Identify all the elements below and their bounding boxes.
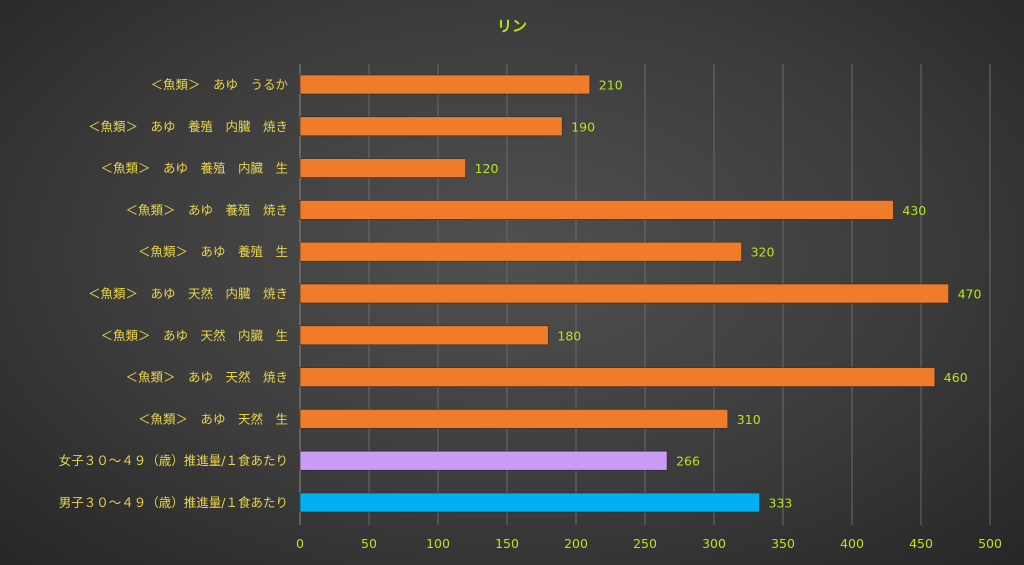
x-tick-label: 100 <box>426 536 450 551</box>
x-axis-ticks: 0 50 100 150 200 250 300 350 400 450 500 <box>296 536 1002 551</box>
data-label: 470 <box>958 287 982 302</box>
x-tick-label: 200 <box>564 536 588 551</box>
data-label: 190 <box>571 119 595 134</box>
data-label: 120 <box>475 161 499 176</box>
x-tick-label: 450 <box>909 536 933 551</box>
x-tick-label: 500 <box>978 536 1002 551</box>
category-label: ＜魚類＞ あゆ 養殖 焼き <box>125 202 288 217</box>
category-label: ＜魚類＞ あゆ うるか <box>150 77 288 92</box>
bar <box>299 74 591 95</box>
bar <box>299 158 466 178</box>
bar <box>299 492 760 513</box>
bar <box>299 116 563 137</box>
x-tick-label: 0 <box>296 536 304 551</box>
x-tick-label: 400 <box>840 536 864 551</box>
category-label: ＜魚類＞ あゆ 天然 内臓 焼き <box>88 286 288 301</box>
x-tick-label: 350 <box>771 536 795 551</box>
data-label: 320 <box>751 245 775 260</box>
category-label: ＜魚類＞ あゆ 養殖 内臓 生 <box>100 161 288 176</box>
bar <box>299 450 668 471</box>
bar <box>299 200 894 220</box>
bar <box>299 325 549 346</box>
data-label: 180 <box>557 328 581 343</box>
data-labels: 210 190 120 430 320 470 180 460 310 266 333 <box>475 78 982 511</box>
x-tick-label: 250 <box>633 536 657 551</box>
category-label: 男子３０～４９（歳）推進量/１食あたり <box>59 495 288 510</box>
bar <box>299 367 936 387</box>
x-tick-label: 150 <box>495 536 519 551</box>
bars <box>299 74 949 513</box>
category-label: ＜魚類＞ あゆ 養殖 生 <box>138 244 288 259</box>
data-label: 266 <box>676 454 700 469</box>
category-label: ＜魚類＞ あゆ 養殖 内臓 焼き <box>88 119 288 134</box>
chart-title: リン <box>497 17 527 35</box>
bar <box>299 241 742 262</box>
category-label: ＜魚類＞ あゆ 天然 内臓 生 <box>100 328 288 343</box>
data-label: 210 <box>599 78 623 93</box>
category-label: ＜魚類＞ あゆ 天然 生 <box>138 411 288 426</box>
x-tick-label: 50 <box>361 536 377 551</box>
category-labels: ＜魚類＞ あゆ うるか ＜魚類＞ あゆ 養殖 内臓 焼き ＜魚類＞ あゆ 養殖 内臓… <box>59 77 289 510</box>
x-tick-label: 300 <box>702 536 726 551</box>
data-label: 460 <box>944 370 968 385</box>
category-label: ＜魚類＞ あゆ 天然 焼き <box>125 370 288 385</box>
bar <box>299 283 949 304</box>
data-label: 310 <box>737 412 761 427</box>
data-label: 430 <box>902 203 926 218</box>
category-label: 女子３０～４９（歳）推進量/１食あたり <box>59 453 288 468</box>
data-label: 333 <box>769 496 793 511</box>
bar <box>299 409 729 429</box>
